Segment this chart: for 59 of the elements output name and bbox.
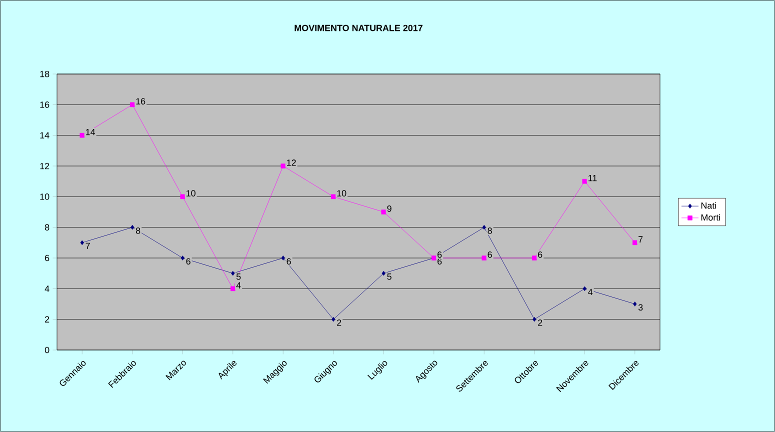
point (482, 224, 486, 230)
data-label: 9 (387, 205, 392, 212)
data-label: 6 (538, 251, 542, 258)
data-label: 6 (186, 258, 190, 265)
data-label: 7 (638, 236, 643, 242)
data-label: 11 (588, 174, 597, 182)
data-label: 2 (538, 320, 542, 326)
y-tick-label: 8 (44, 224, 50, 231)
data-label: 5 (387, 274, 392, 280)
point (532, 256, 537, 260)
point (633, 302, 637, 306)
data-label: 7 (86, 242, 90, 250)
point (330, 194, 336, 200)
point (80, 240, 84, 246)
y-tick-label: 10 (40, 193, 50, 200)
point (280, 164, 286, 168)
point (231, 270, 235, 276)
data-label: 4 (588, 288, 593, 296)
y-tick-label: 2 (45, 316, 50, 322)
data-label: 5 (236, 274, 241, 280)
y-tick-label: 18 (40, 70, 50, 78)
point (281, 256, 285, 260)
point (582, 178, 588, 184)
point (230, 286, 236, 292)
point (532, 316, 536, 322)
legend-label: Nati (701, 202, 716, 209)
y-tick-label: 4 (44, 286, 50, 292)
data-label: 6 (438, 251, 442, 258)
point (381, 210, 386, 214)
point (130, 102, 135, 108)
data-label: 12 (287, 160, 296, 166)
point (332, 316, 336, 322)
data-label: 6 (488, 251, 492, 258)
y-tick-label: 16 (40, 101, 50, 108)
data-label: 2 (337, 320, 342, 326)
data-label: 8 (136, 228, 140, 234)
point (130, 224, 134, 230)
point (632, 240, 638, 246)
data-label: 3 (638, 304, 643, 311)
point (482, 256, 487, 260)
data-label: 6 (286, 258, 291, 265)
y-tick-label: 0 (44, 346, 50, 354)
legend-label: Morti (701, 214, 720, 221)
chart-title: MOVIMENTO NATURALE 2017 (294, 24, 422, 32)
data-label: 10 (337, 190, 346, 196)
data-label: 10 (186, 190, 196, 196)
y-tick-label: 12 (40, 162, 50, 170)
point (382, 270, 386, 276)
y-tick-label: 6 (45, 254, 50, 262)
data-label: 16 (136, 98, 146, 104)
point (180, 194, 186, 200)
y-tick-label: 14 (40, 132, 50, 138)
point (582, 286, 586, 292)
data-label: 8 (488, 228, 492, 234)
data-label: 14 (86, 128, 96, 136)
point (80, 132, 85, 138)
data-label: 6 (438, 258, 442, 265)
point (180, 256, 184, 260)
data-label: 4 (236, 282, 241, 288)
